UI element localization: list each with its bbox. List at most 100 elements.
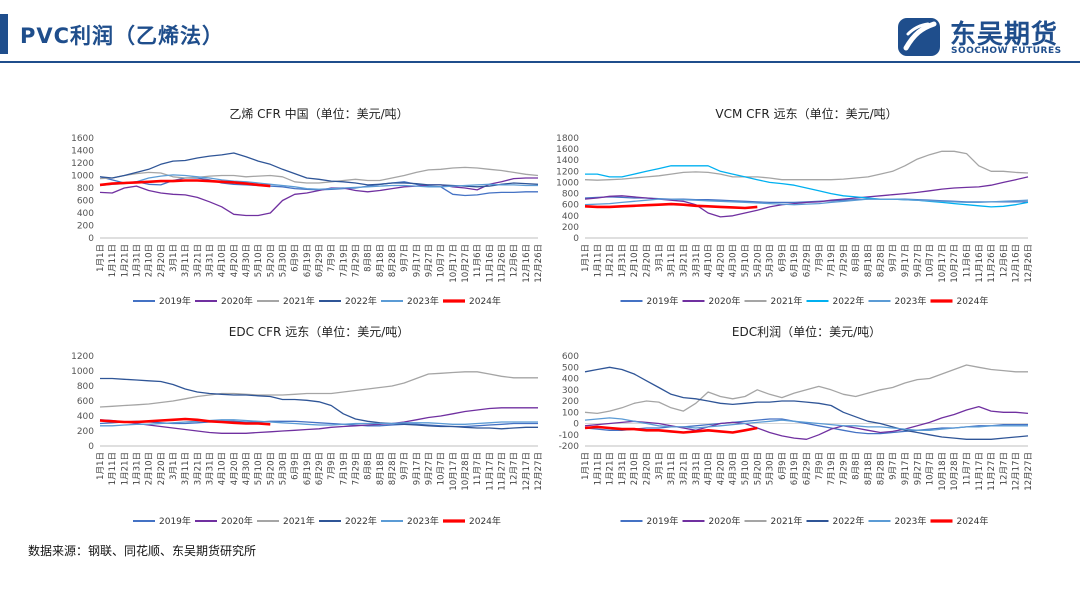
x-tick-label: 9月17日 — [412, 452, 422, 485]
y-tick-label: 200 — [77, 222, 94, 232]
x-tick-label: 8月18日 — [376, 452, 386, 485]
chart-ethylene-cfr-china: 乙烯 CFR 中国（单位：美元/吨） 0 200 400 600 800 1000 1200 1… — [71, 106, 544, 307]
x-tick-label: 7月29日 — [352, 452, 362, 485]
x-tick-label: 5月20日 — [753, 452, 763, 485]
x-tick-label: 10月7日 — [926, 452, 936, 485]
x-tick-label: 1月21日 — [606, 244, 616, 277]
y-tick-label: 600 — [77, 197, 94, 207]
x-tick-label: 11月7日 — [473, 452, 483, 485]
series-line-2 — [584, 364, 1028, 415]
x-tick-label: 10月28日 — [461, 452, 471, 491]
x-tick-label: 8月28日 — [388, 244, 398, 277]
y-tick-label: 1800 — [556, 134, 579, 144]
x-tick-label: 9月17日 — [412, 244, 422, 277]
x-tick-label: 2月10日 — [145, 244, 155, 277]
y-tick-label: 200 — [562, 223, 579, 233]
legend-label: 2021年 — [283, 295, 315, 307]
y-tick-label: 1600 — [556, 145, 579, 155]
x-tick-label: 3月1日 — [655, 244, 665, 272]
legend-label: 2022年 — [345, 295, 377, 307]
legend-label: 2024年 — [469, 295, 501, 307]
legend-label: 2024年 — [957, 515, 989, 527]
x-tick-label: 12月6日 — [510, 244, 520, 277]
x-tick-label: 12月7日 — [999, 452, 1009, 485]
x-tick-label: 11月27日 — [987, 452, 997, 491]
x-tick-label: 4月30日 — [729, 244, 739, 277]
legend-label: 2024年 — [469, 515, 501, 527]
x-tick-label: 8月18日 — [864, 244, 874, 277]
x-tick-label: 11月16日 — [975, 244, 985, 283]
x-tick-label: 11月17日 — [485, 452, 495, 491]
x-tick-label: 6月9日 — [291, 244, 301, 272]
x-tick-label: 7月19日 — [827, 452, 837, 485]
x-tick-label: 7月9日 — [327, 244, 337, 272]
x-tick-label: 8月28日 — [388, 452, 398, 485]
x-tick-label: 5月20日 — [266, 452, 276, 485]
y-tick-label: 1200 — [71, 352, 94, 362]
y-tick-label: 1000 — [71, 172, 94, 182]
legend-label: 2021年 — [771, 515, 803, 527]
x-tick-label: 1月21日 — [120, 452, 130, 485]
series-line-4 — [584, 198, 1029, 206]
x-tick-label: 1月31日 — [618, 452, 628, 485]
x-tick-label: 12月27日 — [1024, 452, 1034, 491]
chart-title: EDC CFR 远东（单位：美元/吨） — [229, 324, 410, 339]
x-tick-label: 3月11日 — [181, 244, 191, 277]
x-tick-label: 5月30日 — [279, 452, 289, 485]
x-tick-label: 6月29日 — [315, 244, 325, 277]
x-tick-label: 12月17日 — [1012, 452, 1022, 491]
x-tick-label: 12月16日 — [1012, 244, 1022, 283]
y-tick-label: 1400 — [71, 147, 94, 157]
x-tick-label: 6月9日 — [778, 244, 788, 272]
series-line-2 — [99, 166, 539, 184]
legend-label: 2022年 — [345, 515, 377, 527]
x-tick-label: 9月17日 — [901, 244, 911, 277]
x-tick-label: 8月18日 — [376, 244, 386, 277]
x-tick-label: 4月10日 — [704, 244, 714, 277]
y-tick-label: 800 — [77, 382, 94, 392]
legend-label: 2019年 — [159, 515, 191, 527]
logo-mark-icon — [898, 18, 940, 56]
x-tick-label: 3月11日 — [667, 244, 677, 277]
x-tick-label: 5月30日 — [766, 452, 776, 485]
x-tick-label: 12月27日 — [534, 452, 544, 491]
series-line-1 — [99, 177, 538, 217]
x-tick-label: 6月19日 — [790, 452, 800, 485]
x-tick-label: 1月1日 — [581, 452, 591, 480]
x-tick-label: 10月7日 — [437, 452, 447, 485]
x-tick-label: 12月26日 — [534, 244, 544, 283]
legend-label: 2023年 — [895, 295, 927, 307]
x-tick-label: 3月1日 — [169, 244, 179, 272]
x-tick-label: 1月31日 — [133, 452, 143, 485]
x-tick-label: 11月26日 — [498, 244, 508, 283]
series-line-1 — [99, 407, 538, 434]
x-tick-label: 8月8日 — [852, 452, 862, 480]
x-tick-label: 10月27日 — [950, 244, 960, 283]
x-tick-label: 8月28日 — [876, 452, 886, 485]
x-tick-label: 3月31日 — [692, 452, 702, 485]
legend-label: 2020年 — [221, 515, 253, 527]
y-tick-label: 600 — [562, 352, 579, 362]
x-tick-label: 6月29日 — [803, 244, 813, 277]
chart-title: 乙烯 CFR 中国（单位：美元/吨） — [229, 106, 408, 121]
x-tick-label: 4月20日 — [716, 452, 726, 485]
x-tick-label: 10月7日 — [926, 244, 936, 277]
x-tick-label: 4月30日 — [242, 244, 252, 277]
x-tick-label: 4月20日 — [716, 244, 726, 277]
series-line-5 — [99, 417, 271, 426]
y-tick-label: 200 — [562, 397, 579, 407]
x-tick-label: 11月27日 — [498, 452, 508, 491]
legend-label: 2021年 — [771, 295, 803, 307]
company-logo: 东吴期货 SOOCHOW FUTURES — [896, 14, 1080, 60]
y-tick-label: 0 — [573, 234, 579, 244]
x-tick-label: 10月28日 — [950, 452, 960, 491]
x-tick-label: 5月10日 — [741, 244, 751, 277]
x-tick-label: 10月18日 — [938, 452, 948, 491]
y-tick-label: 0 — [573, 420, 579, 430]
x-tick-label: 4月10日 — [218, 452, 228, 485]
y-tick-label: 1600 — [71, 134, 94, 144]
x-tick-label: 11月7日 — [962, 452, 972, 485]
x-tick-label: 11月16日 — [485, 244, 495, 283]
x-tick-label: 11月17日 — [975, 452, 985, 491]
x-tick-label: 12月6日 — [999, 244, 1009, 277]
